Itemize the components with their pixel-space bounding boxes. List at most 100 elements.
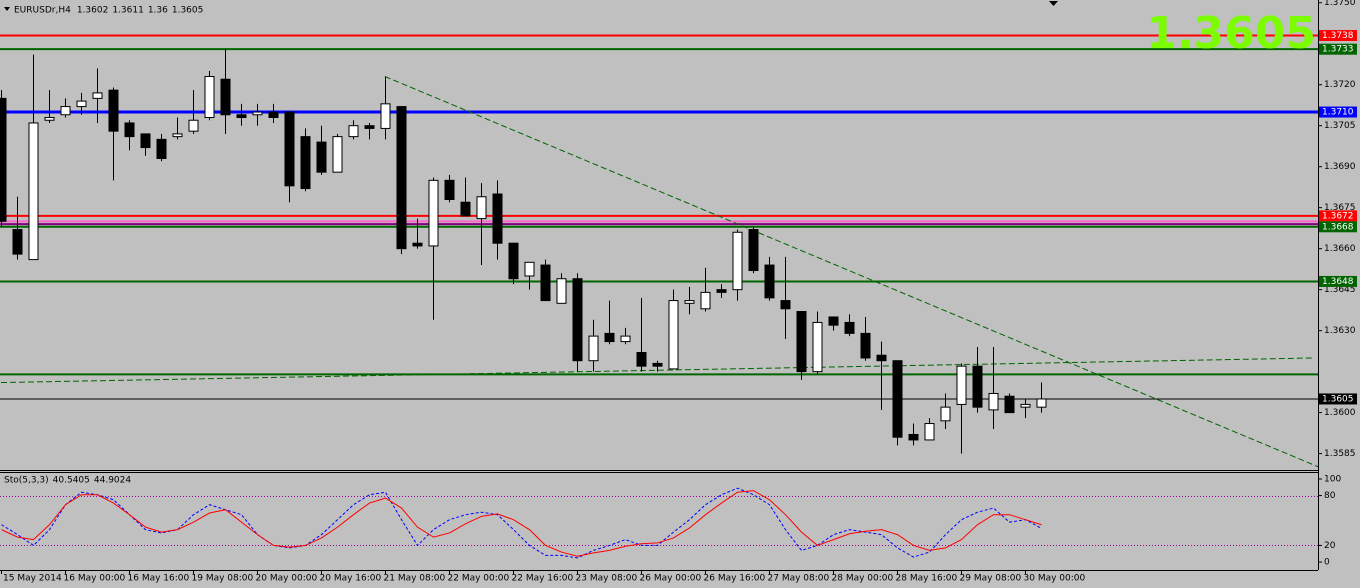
candle-body <box>476 196 487 220</box>
y-tick-label: 20 <box>1324 541 1336 551</box>
candle-body <box>940 406 951 422</box>
ohlc-value: 1.3611 <box>112 6 144 16</box>
candle-body <box>460 201 471 217</box>
candle-body <box>412 242 423 247</box>
x-tick-label: 16 May 16:00 <box>128 574 190 584</box>
menu-arrow <box>4 7 10 11</box>
level-label: 1.3672 <box>1322 211 1354 221</box>
x-tick-label: 21 May 08:00 <box>384 574 446 584</box>
candle-body <box>588 335 599 362</box>
candle-body <box>252 111 263 116</box>
candle-body <box>316 141 327 173</box>
level-label-box <box>1319 221 1357 233</box>
candle-body <box>540 264 551 302</box>
stochastic-plot <box>0 487 1318 559</box>
x-tick-label: 26 May 16:00 <box>704 574 766 584</box>
candle-body <box>364 125 375 129</box>
y-tick-label: 100 <box>1324 474 1341 484</box>
candle-body <box>220 78 231 116</box>
ohlc-value: 1.3602 <box>77 6 109 16</box>
level-label-box <box>1319 30 1357 42</box>
candle-body <box>300 136 311 190</box>
candle-body <box>124 122 135 138</box>
x-tick-label: 22 May 16:00 <box>512 574 574 584</box>
candle-body <box>1020 403 1031 408</box>
big-price: 1.3605 <box>1146 8 1316 59</box>
candle-body <box>1004 395 1015 414</box>
candle-body <box>812 321 823 373</box>
candle-body <box>844 321 855 334</box>
candle-body <box>892 360 903 438</box>
x-tick-label: 28 May 00:00 <box>832 574 894 584</box>
level-label-box <box>1319 106 1357 118</box>
candle-body <box>284 111 295 187</box>
candle-body <box>0 97 7 222</box>
y-tick-label: 1.3660 <box>1324 244 1356 254</box>
y-tick-label: 1.3585 <box>1324 449 1356 459</box>
indicator-value: 44.9024 <box>94 476 131 486</box>
candle-body <box>972 365 983 408</box>
x-tick-label: 30 May 00:00 <box>1024 574 1086 584</box>
level-label: 1.3648 <box>1322 277 1354 287</box>
x-tick-label: 26 May 00:00 <box>640 574 702 584</box>
level-label-box <box>1319 275 1357 287</box>
candle-body <box>716 289 727 293</box>
x-tick-label: 22 May 00:00 <box>448 574 510 584</box>
candle-body <box>796 311 807 373</box>
price-label: 1.3605 <box>1322 394 1354 404</box>
candle-body <box>652 362 663 367</box>
candle-body <box>956 365 967 405</box>
candle-body <box>140 133 151 149</box>
level-label-box <box>1319 43 1357 55</box>
x-tick-label: 20 May 16:00 <box>320 574 382 584</box>
y-tick-label: 1.3690 <box>1324 162 1356 172</box>
candle-body <box>444 179 455 200</box>
candle-body <box>556 278 567 304</box>
shift-marker <box>1049 1 1058 6</box>
candle-body <box>172 133 183 138</box>
candle-body <box>236 114 247 118</box>
level-label: 1.3738 <box>1322 31 1354 41</box>
candle-body <box>620 335 631 343</box>
candle-body <box>860 332 871 359</box>
chart-title: EURUSDr,H4 <box>14 6 71 16</box>
candle-body <box>572 278 583 362</box>
level-label: 1.3668 <box>1322 222 1354 232</box>
y-tick-label: 1.3720 <box>1324 80 1356 90</box>
x-tick-label: 23 May 08:00 <box>576 574 638 584</box>
x-tick-label: 29 May 08:00 <box>960 574 1022 584</box>
candle-body <box>1036 398 1047 408</box>
candle-body <box>108 89 119 132</box>
candle-body <box>988 392 999 411</box>
candle-body <box>204 76 215 118</box>
candle-body <box>492 193 503 244</box>
y-tick-label: 0 <box>1324 558 1330 568</box>
x-tick-label: 15 May 2014 <box>3 574 62 584</box>
candle-body <box>604 332 615 343</box>
level-label: 1.3710 <box>1322 108 1354 118</box>
main-plot <box>0 34 1318 468</box>
candle-body <box>924 423 935 441</box>
candle-body <box>396 106 407 250</box>
candle-body <box>76 100 87 108</box>
candle-body <box>28 122 39 261</box>
candle-body <box>188 119 199 132</box>
y-tick-label: 1.3630 <box>1324 326 1356 336</box>
candle-body <box>828 316 839 326</box>
candle-body <box>12 229 23 255</box>
candle-body <box>268 111 279 118</box>
candle-body <box>44 117 55 121</box>
candle-body <box>908 433 919 441</box>
candle-body <box>668 300 679 370</box>
candle-body <box>524 261 535 277</box>
ohlc-value: 1.3605 <box>172 6 204 16</box>
candle-body <box>428 179 439 247</box>
candle-body <box>332 136 343 173</box>
x-tick-label: 20 May 00:00 <box>256 574 318 584</box>
level-label: 1.3733 <box>1322 45 1354 55</box>
y-tick-label: 1.3705 <box>1324 121 1356 131</box>
x-tick-label: 19 May 08:00 <box>192 574 254 584</box>
